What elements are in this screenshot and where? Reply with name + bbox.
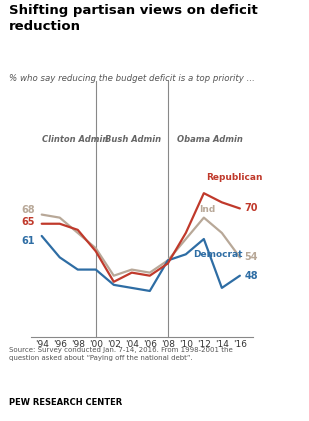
Text: Bush Admin: Bush Admin xyxy=(105,135,161,144)
Text: Republican: Republican xyxy=(206,173,262,182)
Text: 70: 70 xyxy=(244,203,258,213)
Text: Democrat: Democrat xyxy=(193,250,243,259)
Text: Source: Survey conducted Jan. 7-14, 2016. From 1998-2001 the
question asked abou: Source: Survey conducted Jan. 7-14, 2016… xyxy=(9,347,233,361)
Text: 65: 65 xyxy=(21,217,35,227)
Text: 54: 54 xyxy=(244,252,258,262)
Text: % who say reducing the budget deficit is a top priority ...: % who say reducing the budget deficit is… xyxy=(9,74,255,83)
Text: 68: 68 xyxy=(21,205,35,215)
Text: PEW RESEARCH CENTER: PEW RESEARCH CENTER xyxy=(9,398,123,407)
Text: 61: 61 xyxy=(21,235,35,245)
Text: 48: 48 xyxy=(244,271,258,281)
Text: Obama Admin: Obama Admin xyxy=(177,135,243,144)
Text: Shifting partisan views on deficit
reduction: Shifting partisan views on deficit reduc… xyxy=(9,4,258,33)
Text: Clinton Admin: Clinton Admin xyxy=(42,135,108,144)
Text: Ind: Ind xyxy=(199,205,216,214)
